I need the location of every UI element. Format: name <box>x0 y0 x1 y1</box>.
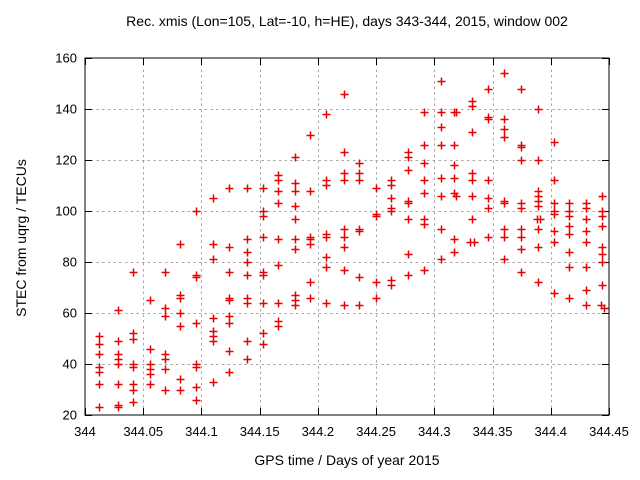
svg-text:344.45: 344.45 <box>589 424 629 439</box>
x-tick-labels: 344 344.05 344.1 344.15 344.2 344.25 344.3 344.… <box>74 424 629 439</box>
svg-text:344.05: 344.05 <box>123 424 163 439</box>
svg-text:344.4: 344.4 <box>535 424 568 439</box>
svg-text:40: 40 <box>63 357 77 372</box>
svg-text:60: 60 <box>63 306 77 321</box>
svg-text:120: 120 <box>55 153 77 168</box>
svg-text:160: 160 <box>55 51 77 66</box>
svg-text:344.35: 344.35 <box>473 424 513 439</box>
chart-title: Rec. xmis (Lon=105, Lat=-10, h=HE), days… <box>126 13 568 29</box>
gridlines <box>85 58 609 415</box>
svg-text:344.25: 344.25 <box>356 424 396 439</box>
svg-text:80: 80 <box>63 255 77 270</box>
tick-marks <box>85 58 610 416</box>
svg-text:344.2: 344.2 <box>302 424 335 439</box>
svg-text:344.3: 344.3 <box>418 424 451 439</box>
svg-text:344.1: 344.1 <box>185 424 218 439</box>
svg-text:140: 140 <box>55 102 77 117</box>
y-tick-labels: 20 40 60 80 100 120 140 160 <box>55 51 77 423</box>
scatter-points <box>95 69 609 412</box>
svg-text:344.15: 344.15 <box>240 424 280 439</box>
svg-text:100: 100 <box>55 204 77 219</box>
plot-border <box>84 57 610 416</box>
x-axis-label: GPS time / Days of year 2015 <box>254 452 440 468</box>
svg-text:344: 344 <box>74 424 96 439</box>
svg-text:20: 20 <box>63 408 77 423</box>
